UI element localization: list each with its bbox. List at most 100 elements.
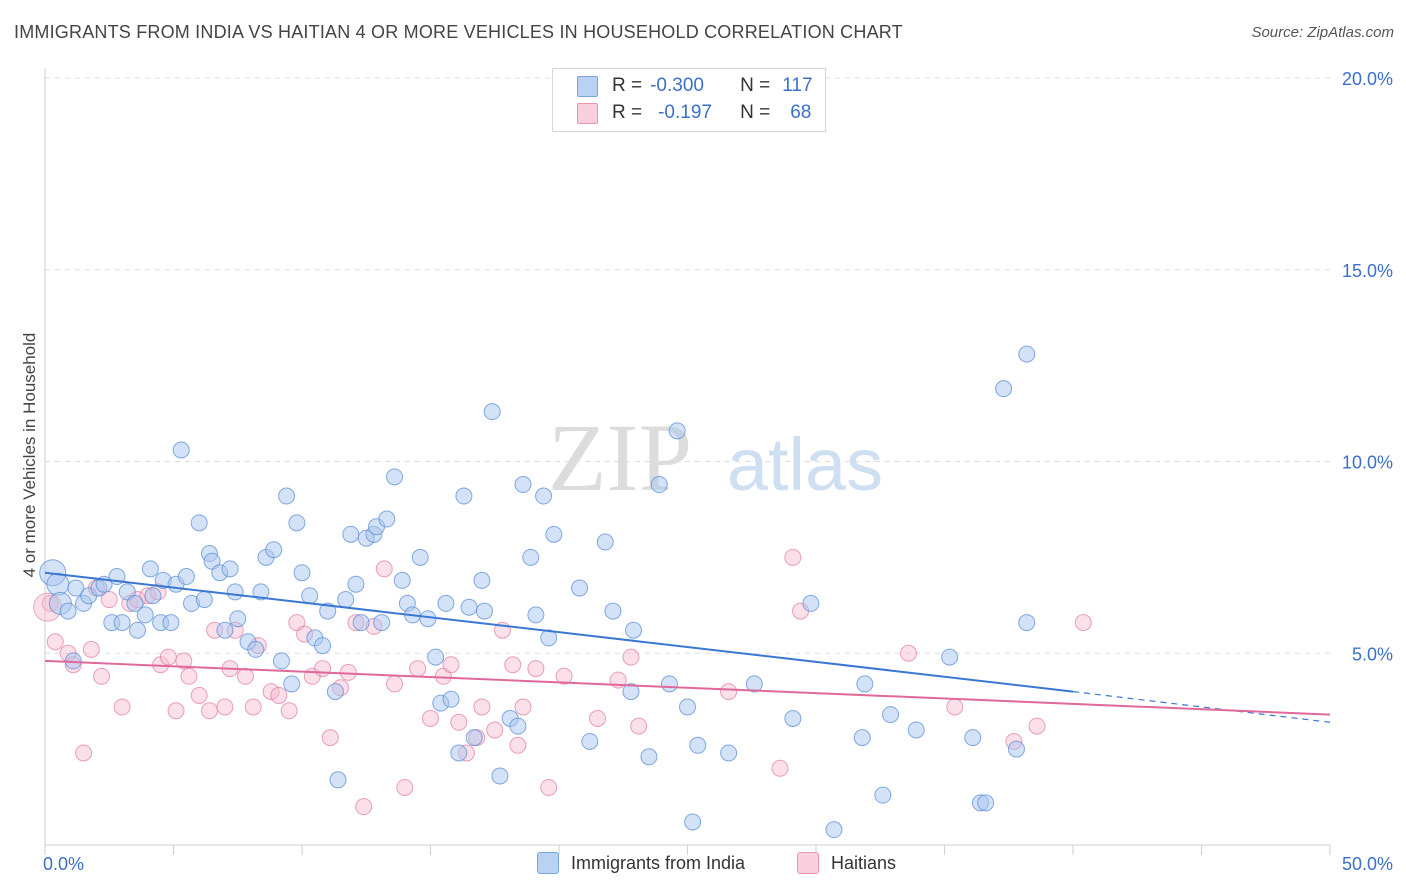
haitians-point bbox=[540, 778, 558, 796]
n-value-haitians: 68 bbox=[790, 102, 812, 123]
haitians-point bbox=[771, 759, 789, 777]
india-point bbox=[393, 571, 411, 589]
india-point bbox=[437, 594, 455, 612]
haitians-point bbox=[946, 698, 964, 716]
haitians-point bbox=[236, 667, 254, 685]
r-label: R = bbox=[612, 75, 643, 96]
legend-row-india: R = -0.300 N = 117 bbox=[577, 73, 813, 99]
india-point bbox=[329, 771, 347, 789]
india-point bbox=[301, 587, 319, 605]
india-point bbox=[483, 403, 501, 421]
india-point bbox=[1007, 740, 1025, 758]
india-point bbox=[684, 813, 702, 831]
india-point bbox=[190, 514, 208, 532]
india-point bbox=[172, 441, 190, 459]
haitians-point bbox=[527, 660, 545, 678]
india-point bbox=[604, 602, 622, 620]
india-point bbox=[373, 614, 391, 632]
india-point bbox=[964, 729, 982, 747]
india-trend-line bbox=[44, 571, 1074, 693]
haitians-point bbox=[375, 560, 393, 578]
india-point bbox=[535, 487, 553, 505]
legend-item-india: Immigrants from India bbox=[537, 852, 745, 874]
haitians-point bbox=[93, 667, 111, 685]
india-point bbox=[342, 525, 360, 543]
india-point bbox=[411, 548, 429, 566]
india-point bbox=[221, 560, 239, 578]
source-label: Source: ZipAtlas.com bbox=[1251, 24, 1394, 41]
india-point bbox=[288, 514, 306, 532]
india-point bbox=[661, 675, 679, 693]
india-point bbox=[640, 748, 658, 766]
haitians-point bbox=[46, 633, 64, 651]
y-tick-label: 15.0% bbox=[1342, 261, 1393, 281]
india-point bbox=[527, 606, 545, 624]
india-point bbox=[293, 564, 311, 582]
india-point bbox=[668, 422, 686, 440]
india-point bbox=[378, 510, 396, 528]
india-point bbox=[59, 602, 77, 620]
haitians-point bbox=[159, 648, 177, 666]
india-point bbox=[252, 583, 270, 601]
legend-item-haitians: Haitians bbox=[797, 852, 896, 874]
haitians-trend-line bbox=[44, 659, 1331, 716]
haitians-point bbox=[720, 683, 738, 701]
india-point bbox=[825, 821, 843, 839]
india-point bbox=[195, 591, 213, 609]
india-point bbox=[455, 487, 473, 505]
india-point bbox=[571, 579, 589, 597]
trend-lines bbox=[44, 571, 1331, 723]
india-point bbox=[272, 652, 290, 670]
x-tick-label: 50.0% bbox=[1342, 854, 1393, 874]
haitians-point bbox=[509, 736, 527, 754]
india-point bbox=[226, 583, 244, 601]
india-point bbox=[427, 648, 445, 666]
india-point bbox=[465, 729, 483, 747]
haitians-point bbox=[270, 686, 288, 704]
n-label: N = bbox=[740, 102, 771, 123]
india-point bbox=[995, 380, 1013, 398]
india-point bbox=[136, 606, 154, 624]
india-point bbox=[46, 572, 70, 596]
haitians-point bbox=[355, 798, 373, 816]
india-point bbox=[386, 468, 404, 486]
india-point bbox=[352, 614, 370, 632]
haitians-point bbox=[409, 660, 427, 678]
india-point bbox=[144, 587, 162, 605]
india-points bbox=[39, 345, 1036, 839]
india-point bbox=[278, 487, 296, 505]
india-point bbox=[977, 794, 995, 812]
india-point bbox=[247, 640, 265, 658]
haitians-point bbox=[314, 660, 332, 678]
haitians-point bbox=[100, 591, 118, 609]
india-point bbox=[1018, 345, 1036, 363]
haitians-point bbox=[422, 709, 439, 727]
haitians-swatch bbox=[577, 102, 598, 124]
haitians-point bbox=[1074, 614, 1092, 632]
haitians-point bbox=[555, 667, 573, 685]
n-value-india: 117 bbox=[782, 75, 813, 96]
haitians-legend-label: Haitians bbox=[831, 852, 897, 873]
haitians-point bbox=[514, 698, 532, 716]
haitians-point bbox=[180, 667, 198, 685]
india-point bbox=[784, 709, 802, 727]
india-point bbox=[113, 614, 131, 632]
india-point bbox=[283, 675, 301, 693]
india-point bbox=[216, 621, 234, 639]
india-point bbox=[475, 602, 493, 620]
india-point bbox=[265, 541, 283, 559]
haitians-point bbox=[175, 652, 193, 670]
haitians-point bbox=[450, 713, 468, 731]
r-value-india: -0.300 bbox=[650, 75, 704, 96]
india-point bbox=[596, 533, 614, 551]
india-point bbox=[326, 683, 344, 701]
india-point bbox=[491, 767, 509, 785]
india-point bbox=[442, 690, 460, 708]
india-legend-label: Immigrants from India bbox=[571, 852, 746, 873]
india-point bbox=[509, 717, 527, 735]
india-point bbox=[522, 548, 540, 566]
india-point bbox=[229, 610, 247, 628]
n-label: N = bbox=[740, 75, 771, 96]
haitians-point bbox=[262, 683, 280, 701]
